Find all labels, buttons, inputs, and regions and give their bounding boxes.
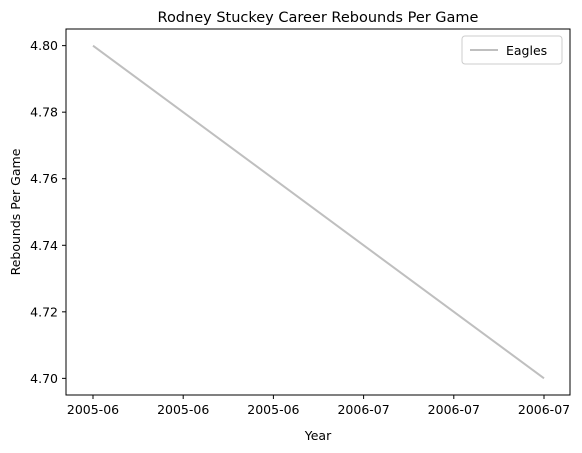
x-tick-label: 2005-06 xyxy=(247,402,299,417)
x-tick-label: 2005-06 xyxy=(157,402,209,417)
y-axis-ticks: 4.70 4.72 4.74 4.76 4.78 4.80 xyxy=(30,38,66,386)
x-tick-label: 2005-06 xyxy=(67,402,119,417)
y-tick-label: 4.74 xyxy=(30,238,58,253)
plot-frame xyxy=(65,28,571,396)
x-axis-ticks: 2005-06 2005-06 2005-06 2006-07 2006-07 2006-… xyxy=(67,395,570,417)
series-layer xyxy=(92,44,545,380)
y-tick-label: 4.76 xyxy=(30,171,58,186)
legend-label-eagles: Eagles xyxy=(506,43,547,58)
legend: Eagles xyxy=(461,35,563,65)
y-axis-label: Rebounds Per Game xyxy=(8,148,23,275)
x-tick-label: 2006-07 xyxy=(518,402,570,417)
y-tick-label: 4.78 xyxy=(30,105,58,120)
x-tick-label: 2006-07 xyxy=(428,402,480,417)
y-tick-label: 4.70 xyxy=(30,371,58,386)
series-line-eagles xyxy=(92,44,545,380)
chart-title: Rodney Stuckey Career Rebounds Per Game xyxy=(158,10,479,26)
legend-frame xyxy=(461,35,563,65)
x-tick-label: 2006-07 xyxy=(337,402,389,417)
x-axis-label: Year xyxy=(304,428,332,443)
y-tick-label: 4.72 xyxy=(30,304,58,319)
y-tick-label: 4.80 xyxy=(30,38,58,53)
plot-area: 2005-06 2005-06 2005-06 2006-07 2006-07 2006-… xyxy=(30,28,571,417)
